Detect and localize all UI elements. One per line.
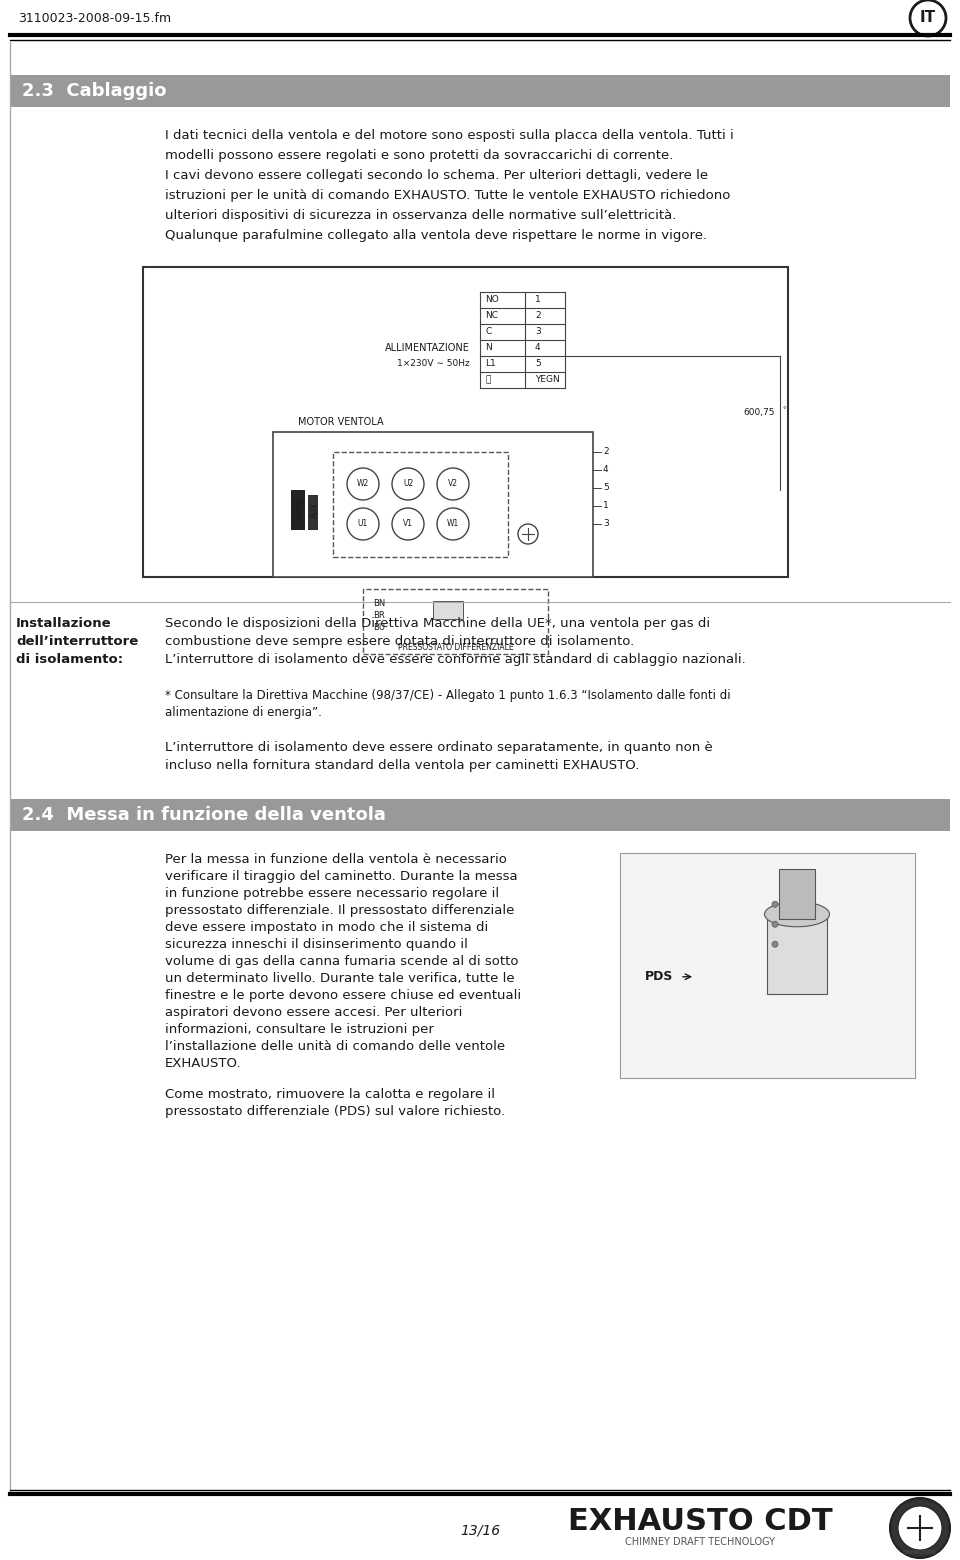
- Circle shape: [898, 1505, 942, 1551]
- Text: BU: BU: [373, 624, 385, 632]
- Text: istruzioni per le unità di comando EXHAUSTO. Tutte le ventole EXHAUSTO richiedon: istruzioni per le unità di comando EXHAU…: [165, 189, 731, 201]
- Ellipse shape: [764, 902, 829, 927]
- Text: finestre e le porte devono essere chiuse ed eventuali: finestre e le porte devono essere chiuse…: [165, 989, 521, 1002]
- Bar: [363, 590, 548, 654]
- Circle shape: [772, 902, 778, 908]
- Bar: [291, 490, 305, 529]
- Text: combustione deve sempre essere dotata di interruttore di isolamento.: combustione deve sempre essere dotata di…: [165, 635, 635, 647]
- Text: IT: IT: [920, 11, 936, 25]
- Text: EXHAUSTO: EXHAUSTO: [902, 1549, 937, 1554]
- Bar: [620, 853, 915, 1078]
- Text: YEGN: YEGN: [535, 376, 560, 384]
- Text: L’interruttore di isolamento deve essere ordinato separatamente, in quanto non è: L’interruttore di isolamento deve essere…: [165, 741, 712, 753]
- Text: BN: BN: [373, 599, 385, 608]
- Text: alimentazione di energia”.: alimentazione di energia”.: [165, 707, 322, 719]
- Bar: [273, 432, 593, 577]
- Bar: [143, 267, 788, 577]
- Text: Per la messa in funzione della ventola è necessario: Per la messa in funzione della ventola è…: [165, 853, 507, 866]
- Text: U2: U2: [403, 479, 413, 488]
- Text: I dati tecnici della ventola e del motore sono esposti sulla placca della ventol: I dati tecnici della ventola e del motor…: [165, 129, 733, 142]
- Text: 1×230V ∼ 50Hz: 1×230V ∼ 50Hz: [397, 359, 470, 368]
- Text: in funzione potrebbe essere necessario regolare il: in funzione potrebbe essere necessario r…: [165, 888, 499, 900]
- Text: EXHAUSTO.: EXHAUSTO.: [165, 1058, 242, 1070]
- Bar: [767, 914, 827, 994]
- Text: NC: NC: [485, 312, 498, 320]
- Text: 2.4  Messa in funzione della ventola: 2.4 Messa in funzione della ventola: [22, 807, 386, 824]
- Text: 2.3  Cablaggio: 2.3 Cablaggio: [22, 83, 166, 100]
- Text: informazioni, consultare le istruzioni per: informazioni, consultare le istruzioni p…: [165, 1023, 434, 1036]
- Text: MOTOR VENTOLA: MOTOR VENTOLA: [298, 417, 384, 427]
- Text: 3110023-2008-09-15.fm: 3110023-2008-09-15.fm: [18, 11, 171, 25]
- Text: incluso nella fornitura standard della ventola per caminetti EXHAUSTO.: incluso nella fornitura standard della v…: [165, 760, 639, 772]
- Text: I cavi devono essere collegati secondo lo schema. Per ulteriori dettagli, vedere: I cavi devono essere collegati secondo l…: [165, 168, 708, 183]
- Text: Come mostrato, rimuovere la calotta e regolare il: Come mostrato, rimuovere la calotta e re…: [165, 1087, 495, 1101]
- Text: C: C: [485, 328, 492, 337]
- Text: L’interruttore di isolamento deve essere conforme agli standard di cablaggio naz: L’interruttore di isolamento deve essere…: [165, 654, 746, 666]
- Text: N: N: [485, 343, 492, 353]
- Text: modelli possono essere regolati e sono protetti da sovraccarichi di corrente.: modelli possono essere regolati e sono p…: [165, 150, 673, 162]
- Text: U1: U1: [358, 519, 368, 529]
- Text: 13/16: 13/16: [460, 1523, 500, 1537]
- Text: dell’interruttore: dell’interruttore: [16, 635, 138, 647]
- Text: AUX: AUX: [310, 501, 320, 518]
- Circle shape: [772, 922, 778, 927]
- Text: l’installazione delle unità di comando delle ventole: l’installazione delle unità di comando d…: [165, 1041, 505, 1053]
- Text: 2: 2: [603, 448, 609, 457]
- Text: MAIN: MAIN: [297, 499, 305, 519]
- Text: 5: 5: [535, 359, 540, 368]
- Text: 3: 3: [603, 519, 609, 529]
- Text: Qualunque parafulmine collegato alla ventola deve rispettare le norme in vigore.: Qualunque parafulmine collegato alla ven…: [165, 229, 708, 242]
- Text: 5: 5: [603, 484, 609, 493]
- Text: un determinato livello. Durante tale verifica, tutte le: un determinato livello. Durante tale ver…: [165, 972, 515, 984]
- Text: L1: L1: [485, 359, 495, 368]
- Bar: [10, 799, 950, 831]
- Text: PRESSOSTATO DIFFERENZIALE: PRESSOSTATO DIFFERENZIALE: [397, 643, 514, 652]
- Text: V2: V2: [448, 479, 458, 488]
- Text: * Consultare la Direttiva Macchine (98/37/CE) - Allegato 1 punto 1.6.3 “Isolamen: * Consultare la Direttiva Macchine (98/3…: [165, 690, 731, 702]
- Text: deve essere impostato in modo che il sistema di: deve essere impostato in modo che il sis…: [165, 920, 489, 934]
- Text: verificare il tiraggio del caminetto. Durante la messa: verificare il tiraggio del caminetto. Du…: [165, 870, 517, 883]
- Text: 600,75: 600,75: [743, 407, 775, 417]
- Text: 1: 1: [535, 295, 540, 304]
- Text: sicurezza inneschi il disinserimento quando il: sicurezza inneschi il disinserimento qua…: [165, 938, 468, 952]
- Text: BR: BR: [373, 612, 385, 621]
- Text: 3: 3: [535, 328, 540, 337]
- Bar: [333, 452, 508, 557]
- Text: Installazione: Installazione: [16, 618, 111, 630]
- Text: ALLIMENTAZIONE: ALLIMENTAZIONE: [385, 343, 470, 353]
- Text: 2: 2: [535, 312, 540, 320]
- Text: pressostato differenziale. Il pressostato differenziale: pressostato differenziale. Il pressostat…: [165, 903, 515, 917]
- Text: aspiratori devono essere accesi. Per ulteriori: aspiratori devono essere accesi. Per ult…: [165, 1006, 463, 1019]
- Text: 4: 4: [535, 343, 540, 353]
- Bar: [308, 495, 318, 529]
- Text: ulteriori dispositivi di sicurezza in osservanza delle normative sull’elettricit: ulteriori dispositivi di sicurezza in os…: [165, 209, 677, 222]
- Text: PDS: PDS: [645, 970, 673, 983]
- Bar: [10, 75, 950, 108]
- Text: pressostato differenziale (PDS) sul valore richiesto.: pressostato differenziale (PDS) sul valo…: [165, 1104, 505, 1119]
- Text: °: °: [782, 407, 785, 413]
- Text: ⏚: ⏚: [485, 376, 491, 384]
- Text: Secondo le disposizioni della Direttiva Macchine della UE*, una ventola per gas : Secondo le disposizioni della Direttiva …: [165, 618, 710, 630]
- Text: 4: 4: [603, 465, 609, 474]
- Text: W1: W1: [446, 519, 459, 529]
- Bar: [779, 869, 815, 919]
- Text: NO: NO: [485, 295, 499, 304]
- Text: 1: 1: [603, 501, 609, 510]
- Text: CHIMNEY DRAFT TECHNOLOGY: CHIMNEY DRAFT TECHNOLOGY: [625, 1537, 775, 1548]
- Text: V1: V1: [403, 519, 413, 529]
- Bar: [433, 601, 463, 619]
- Text: volume di gas della canna fumaria scende al di sotto: volume di gas della canna fumaria scende…: [165, 955, 518, 969]
- Text: di isolamento:: di isolamento:: [16, 654, 123, 666]
- Text: EXHAUSTO CDT: EXHAUSTO CDT: [567, 1507, 832, 1537]
- Text: W2: W2: [357, 479, 370, 488]
- Circle shape: [890, 1498, 950, 1558]
- Circle shape: [772, 941, 778, 947]
